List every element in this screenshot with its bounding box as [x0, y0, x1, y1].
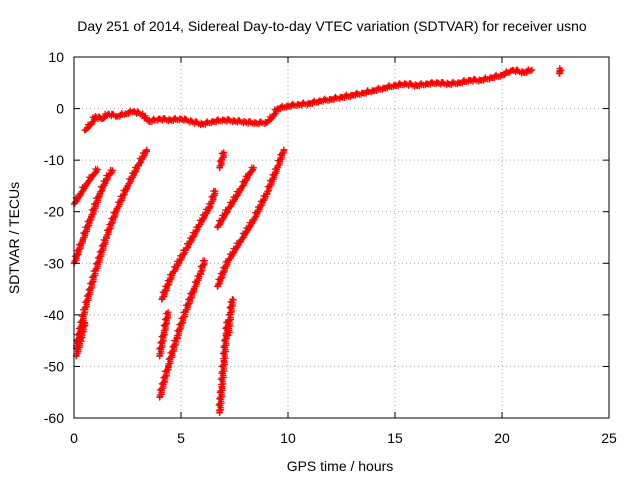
x-tick-label: 5 — [177, 430, 185, 446]
data-point — [109, 167, 116, 174]
data-markers — [70, 65, 565, 417]
x-axis-ticks: 0 5 10 15 20 25 — [70, 57, 617, 446]
y-axis-ticks: -60 -50 -40 -30 -20 -10 0 10 — [44, 49, 609, 426]
y-tick-label: 10 — [48, 49, 64, 65]
data-point — [143, 146, 150, 154]
data-point — [139, 111, 146, 118]
series-track-h — [214, 164, 257, 231]
x-tick-label: 20 — [494, 430, 510, 446]
y-tick-label: -60 — [44, 410, 64, 426]
series-track-k — [224, 296, 237, 339]
data-point — [212, 187, 219, 195]
y-tick-label: -10 — [44, 152, 64, 168]
y-tick-label: -20 — [44, 204, 64, 220]
data-point — [556, 68, 563, 75]
data-point — [280, 146, 287, 154]
series-track-b — [70, 166, 116, 267]
y-tick-label: -50 — [44, 358, 64, 374]
x-tick-label: 0 — [70, 430, 78, 446]
series-track-c — [72, 146, 150, 352]
y-axis-label: SDTVAR / TECUs — [6, 182, 22, 294]
data-point — [201, 257, 208, 264]
data-point — [220, 149, 227, 156]
series-track-e — [158, 187, 219, 303]
data-point — [94, 166, 101, 173]
y-tick-label: -40 — [44, 307, 64, 323]
series-track-f — [156, 257, 208, 401]
x-tick-label: 15 — [387, 430, 403, 446]
chart-title: Day 251 of 2014, Sidereal Day-to-day VTE… — [77, 18, 587, 34]
data-point — [250, 164, 257, 172]
series-track-l — [216, 149, 227, 172]
y-tick-label: 0 — [56, 101, 64, 117]
data-point — [527, 67, 534, 75]
data-point — [81, 319, 88, 326]
series-track-i — [214, 146, 288, 290]
data-point — [528, 66, 536, 74]
data-point — [229, 296, 236, 303]
x-axis-label: GPS time / hours — [287, 458, 394, 474]
plot-frame — [73, 56, 610, 419]
grid-lines — [74, 57, 609, 418]
series-track-g — [156, 309, 172, 360]
x-tick-label: 25 — [601, 430, 617, 446]
data-point — [164, 309, 172, 316]
series-track-main — [81, 66, 536, 134]
series-track-isolated — [555, 65, 565, 77]
x-tick-label: 10 — [280, 430, 296, 446]
y-tick-label: -30 — [44, 255, 64, 271]
